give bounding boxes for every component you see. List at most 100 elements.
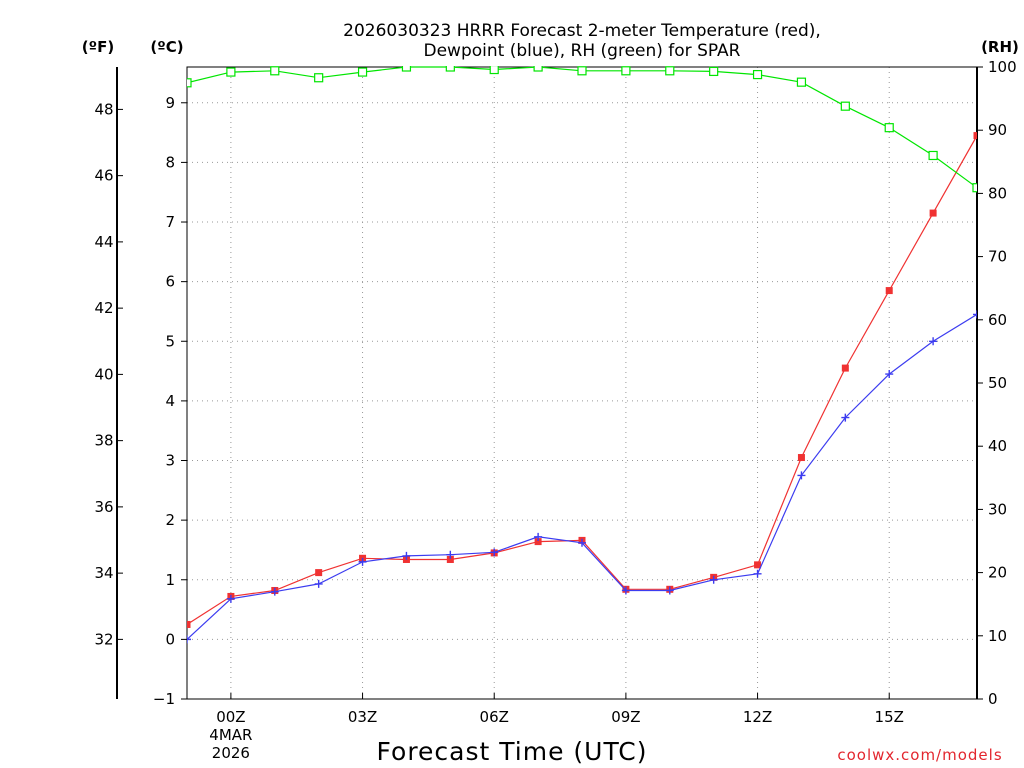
x-tick-label: 09Z (611, 708, 640, 726)
dewpoint-point (841, 413, 850, 422)
fahrenheit-unit-label: (ºF) (82, 38, 114, 56)
x-tick-date-label: 4MAR (209, 726, 252, 744)
rh-point (357, 67, 368, 77)
celsius-tick-label: 3 (165, 452, 175, 470)
rh-point (226, 67, 236, 77)
rh-point (314, 73, 324, 83)
rh-point (270, 66, 280, 76)
celsius-tick-label: 1 (165, 571, 175, 589)
tick-labels: −101234567893234363840424446480102030405… (94, 58, 1016, 762)
x-tick-year-label: 2026 (212, 744, 250, 762)
temperature-point (885, 287, 893, 295)
rh-point (665, 66, 675, 76)
fahrenheit-tick-label: 36 (94, 498, 113, 516)
rh-tick-label: 10 (988, 627, 1007, 645)
dewpoint-point (226, 594, 235, 603)
temperature-point (315, 569, 323, 577)
rh-point (840, 101, 850, 111)
x-tick-label: 00Z (216, 708, 245, 726)
rh-series (187, 66, 977, 193)
rh-line (187, 66, 977, 189)
celsius-tick-label: 8 (165, 153, 175, 171)
rh-tick-label: 20 (988, 564, 1007, 582)
rh-point (621, 66, 631, 76)
rh-point (928, 150, 938, 161)
x-tick-label: 12Z (743, 708, 772, 726)
dewpoint-point (578, 538, 586, 547)
x-tick-label: 06Z (480, 708, 509, 726)
x-axis-label: Forecast Time (UTC) (377, 737, 648, 766)
temperature-point (534, 538, 542, 546)
rh-tick-label: 50 (988, 374, 1007, 392)
rh-point (445, 66, 455, 72)
plot-frame (186, 66, 978, 700)
fahrenheit-tick-label: 48 (94, 100, 113, 118)
credit-text: coolwx.com/models (837, 746, 1002, 764)
fahrenheit-tick-label: 42 (94, 299, 113, 317)
celsius-tick-label: 6 (165, 273, 175, 291)
dewpoint-point (929, 337, 938, 346)
rh-point (401, 66, 412, 72)
temperature-point (446, 555, 454, 563)
temperature-point (841, 364, 849, 372)
dewpoint-point (797, 471, 806, 480)
dewpoint-point (885, 370, 894, 379)
temperature-point (929, 209, 937, 217)
x-tick-label: 15Z (875, 708, 904, 726)
rh-tick-label: 30 (988, 500, 1007, 518)
fahrenheit-tick-label: 46 (94, 167, 113, 185)
temperature-line (187, 135, 977, 626)
celsius-tick-label: 9 (165, 94, 175, 112)
celsius-tick-label: 7 (165, 213, 175, 231)
celsius-tick-label: −1 (153, 690, 175, 708)
rh-point (533, 66, 543, 72)
gridlines (187, 67, 977, 699)
celsius-unit-label: (ºC) (150, 38, 183, 56)
celsius-tick-label: 5 (165, 332, 175, 350)
dewpoint-point (314, 579, 323, 588)
fahrenheit-tick-label: 40 (94, 365, 113, 383)
rh-tick-label: 90 (988, 121, 1007, 139)
celsius-tick-label: 0 (165, 630, 175, 648)
rh-tick-label: 40 (988, 437, 1007, 455)
rh-point (884, 123, 894, 133)
dewpoint-point (534, 532, 543, 541)
rh-tick-label: 60 (988, 311, 1007, 329)
fahrenheit-tick-label: 38 (94, 432, 113, 450)
dewpoint-point (490, 548, 499, 557)
dewpoint-point (753, 569, 762, 578)
rh-unit-label: (RH) (981, 38, 1019, 56)
dewpoint-point (665, 586, 674, 595)
chart-title-line-2: Dewpoint (blue), RH (green) for SPAR (424, 41, 741, 61)
dewpoint-point (973, 310, 977, 319)
rh-point (187, 78, 192, 88)
dewpoint-point (446, 550, 455, 559)
dewpoint-series (187, 310, 977, 644)
dewpoint-point (621, 586, 630, 595)
fahrenheit-tick-label: 34 (94, 564, 113, 582)
temperature-point (754, 561, 762, 569)
x-tick-label: 03Z (348, 708, 377, 726)
temperature-series (187, 132, 977, 628)
rh-point (489, 66, 499, 75)
fahrenheit-tick-label: 44 (94, 233, 113, 251)
dewpoint-line (187, 313, 977, 640)
rh-tick-label: 0 (988, 690, 998, 708)
dewpoint-point (187, 635, 191, 644)
temperature-point (187, 620, 191, 628)
rh-point (796, 77, 807, 87)
rh-point (752, 69, 763, 80)
rh-point (972, 183, 977, 193)
dewpoint-point (402, 551, 411, 560)
rh-tick-label: 80 (988, 184, 1007, 202)
rh-point (577, 66, 587, 76)
temperature-point (797, 454, 805, 462)
fahrenheit-tick-label: 32 (94, 630, 113, 648)
data-series (187, 66, 977, 644)
temperature-point (973, 132, 977, 140)
dewpoint-point (270, 587, 279, 596)
rh-tick-label: 100 (988, 58, 1017, 76)
rh-point (709, 66, 719, 77)
celsius-tick-label: 4 (165, 392, 175, 410)
